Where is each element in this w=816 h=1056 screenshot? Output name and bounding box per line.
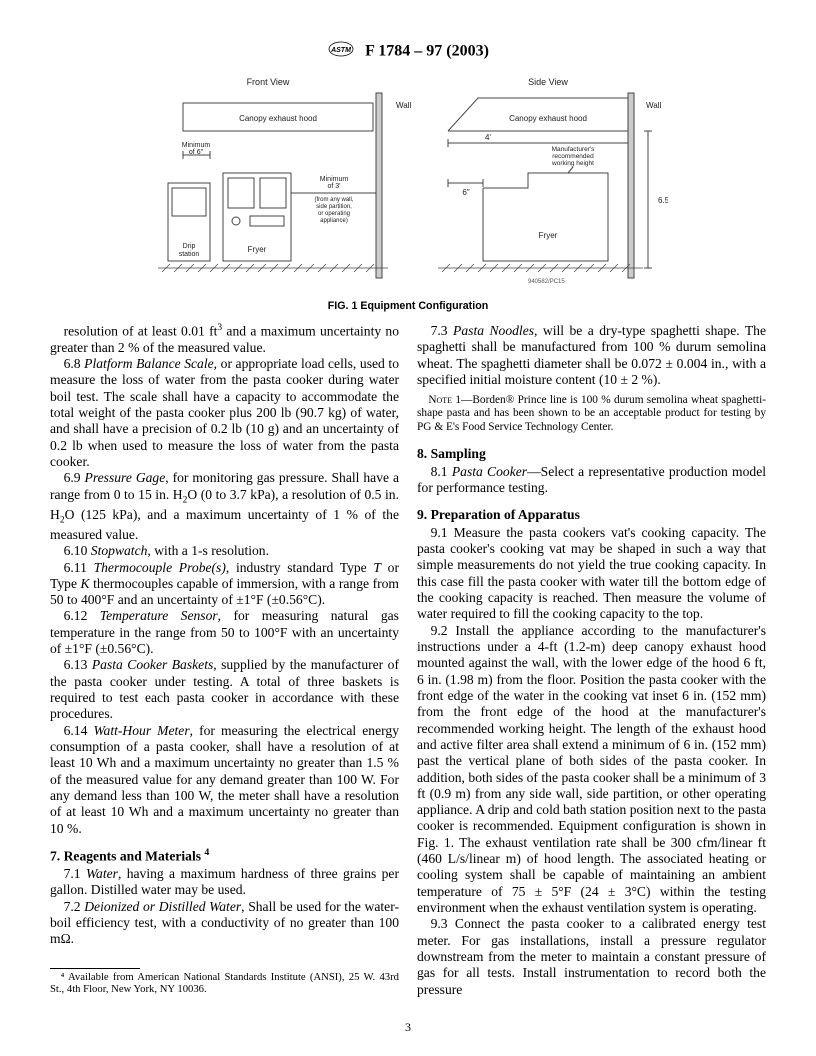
section-8-head: 8. Sampling — [417, 446, 766, 462]
svg-text:Minimum: Minimum — [182, 142, 211, 149]
para-6.13: 6.13 Pasta Cooker Baskets, supplied by t… — [50, 657, 399, 722]
fryer-label-1: Fryer — [248, 245, 267, 254]
wall-label-1: Wall — [396, 101, 411, 110]
para-9.2: 9.2 Install the appliance according to t… — [417, 623, 766, 917]
svg-text:or operating: or operating — [318, 211, 350, 217]
svg-text:of 3': of 3' — [327, 183, 340, 190]
svg-text:working height: working height — [551, 160, 594, 167]
page-header: ASTM F 1784 – 97 (2003) — [50, 40, 766, 63]
six-half-ft-label: 6.5' — [658, 196, 668, 205]
para-6.9: 6.9 Pressure Gage, for monitoring gas pr… — [50, 470, 399, 543]
canopy-label-1: Canopy exhaust hood — [239, 114, 317, 123]
wall-label-2: Wall — [646, 101, 661, 110]
svg-text:station: station — [179, 251, 200, 258]
svg-text:Minimum: Minimum — [320, 176, 349, 183]
fryer-label-2: Fryer — [539, 231, 558, 240]
figure-code: 940582/PC15 — [528, 279, 565, 285]
figure-1: Front View Canopy exhaust hood Wall Drip… — [50, 73, 766, 313]
svg-text:recommended: recommended — [552, 153, 594, 160]
svg-text:ASTM: ASTM — [330, 47, 351, 54]
para-resolution: resolution of at least 0.01 ft3 and a ma… — [50, 323, 399, 356]
canopy-label-2: Canopy exhaust hood — [509, 114, 587, 123]
svg-text:Drip: Drip — [183, 243, 196, 250]
astm-logo: ASTM — [327, 40, 355, 63]
page-number: 3 — [0, 1020, 816, 1034]
para-6.8: 6.8 Platform Balance Scale, or appropria… — [50, 356, 399, 470]
para-7.2: 7.2 Deionized or Distilled Water, Shall … — [50, 899, 399, 948]
four-ft-label: 4' — [485, 133, 491, 142]
svg-text:appliance): appliance) — [320, 218, 348, 224]
body-text: resolution of at least 0.01 ft3 and a ma… — [50, 323, 766, 998]
para-6.14: 6.14 Watt-Hour Meter, for measuring the … — [50, 723, 399, 837]
figure-caption: FIG. 1 Equipment Configuration — [50, 300, 766, 313]
svg-text:Manufacturer's: Manufacturer's — [552, 146, 596, 153]
front-view-label: Front View — [247, 77, 290, 87]
para-6.10: 6.10 Stopwatch, with a 1-s resolution. — [50, 543, 399, 559]
svg-text:(from any wall,: (from any wall, — [314, 197, 353, 203]
section-7-head: 7. Reagents and Materials 4 — [50, 848, 399, 865]
para-7.3: 7.3 Pasta Noodles, will be a dry-type sp… — [417, 323, 766, 388]
note-1: Note 1—Borden® Prince line is 100 % duru… — [417, 394, 766, 435]
para-7.1: 7.1 Water, having a maximum hardness of … — [50, 866, 399, 899]
six-in-label: 6" — [462, 188, 469, 197]
svg-text:side partition,: side partition, — [316, 204, 352, 210]
para-9.3: 9.3 Connect the pasta cooker to a calibr… — [417, 916, 766, 998]
section-9-head: 9. Preparation of Apparatus — [417, 507, 766, 523]
para-8.1: 8.1 Pasta Cooker—Select a representative… — [417, 464, 766, 497]
svg-text:of 6": of 6" — [189, 149, 204, 156]
designation-text: F 1784 – 97 (2003) — [365, 42, 489, 59]
para-6.12: 6.12 Temperature Sensor, for measuring n… — [50, 608, 399, 657]
footnote-rule — [50, 968, 140, 969]
para-6.11: 6.11 Thermocouple Probe(s), industry sta… — [50, 560, 399, 609]
side-view-label: Side View — [528, 77, 568, 87]
footnote-4: ⁴ Available from American National Stand… — [50, 972, 399, 998]
para-9.1: 9.1 Measure the pasta cookers vat's cook… — [417, 525, 766, 623]
